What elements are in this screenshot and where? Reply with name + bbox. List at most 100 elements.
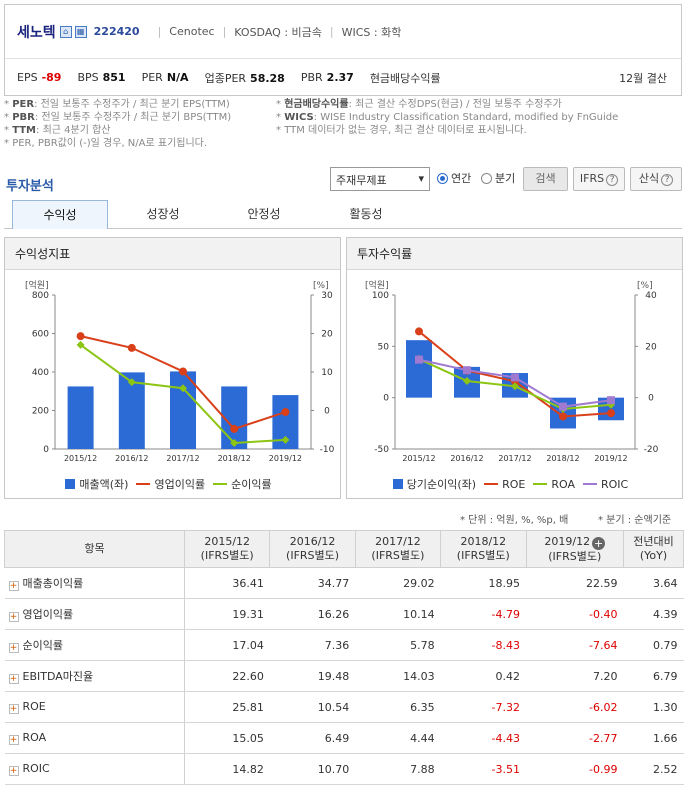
footnotes: * PER: 전일 보통주 수정주가 / 최근 분기 EPS(TTM) * PB… <box>4 98 618 150</box>
table-cell: 7.20 <box>526 660 624 692</box>
bar <box>406 340 432 398</box>
y2-tick-label: -10 <box>320 445 335 455</box>
x-tick-label: 2015/12 <box>402 454 435 463</box>
data-point <box>281 408 290 417</box>
bar-swatch-icon <box>65 479 76 489</box>
right-axis-unit: [%] <box>313 281 329 291</box>
row-label[interactable]: + ROA <box>4 722 185 754</box>
profitability-chart: [억원] [%] 800 600 400 200 0 30 20 10 0 -10 2015/12 201… <box>25 279 335 463</box>
company-name[interactable]: 세노텍 <box>17 24 56 41</box>
statement-select[interactable]: 주재무제표 ▾ <box>330 167 430 191</box>
row-label[interactable]: + 순이익률 <box>4 629 185 661</box>
row-label[interactable]: + ROIC <box>4 753 185 785</box>
data-point <box>415 355 423 364</box>
tab-stability[interactable]: 안정성 <box>247 207 281 221</box>
return-chart: [억원] [%] 100 50 0 -50 40 20 0 -20 2015/12 2016/12 20… <box>365 279 659 463</box>
building-icon[interactable]: ▦ <box>74 25 87 38</box>
row-label[interactable]: + ROE <box>4 691 185 723</box>
radio-quarter[interactable]: 분기 <box>481 167 515 191</box>
table-cell: 4.39 <box>623 598 684 630</box>
data-point <box>127 378 136 387</box>
table-row: + 영업이익률 19.31 16.26 10.14 -4.79 -0.40 4.39 <box>4 598 684 630</box>
table-row: + ROE 25.81 10.54 6.35 -7.32 -6.02 1.30 <box>4 691 684 723</box>
table-row: + ROA 15.05 6.49 4.44 -4.43 -2.77 1.66 <box>4 722 684 754</box>
note-wics: * WICS: WISE Industry Classification Sta… <box>276 112 619 123</box>
table-cell: 22.59 <box>526 567 624 599</box>
row-label[interactable]: + EBITDA마진율 <box>4 660 185 692</box>
metric-pbr: PBR 2.37 <box>300 71 354 84</box>
radio-annual[interactable]: 연간 <box>437 167 471 191</box>
radio-unchecked-icon <box>481 173 492 184</box>
legend-item[interactable]: ROE <box>484 478 525 491</box>
table-cell: 10.14 <box>355 598 441 630</box>
tab-growth[interactable]: 성장성 <box>146 207 180 221</box>
legend-item[interactable]: 순이익률 <box>213 478 272 491</box>
data-point <box>127 343 136 352</box>
tab-profitability[interactable]: 수익성 <box>12 200 108 229</box>
data-point <box>607 396 615 405</box>
x-tick-label: 2018/12 <box>546 454 579 463</box>
metric-industry-per: 업종PER 58.28 <box>204 71 285 85</box>
legend-item[interactable]: ROIC <box>582 478 628 491</box>
table-cell: 10.54 <box>269 691 356 723</box>
col-header-2019[interactable]: 2019/12 + (IFRS별도) <box>525 530 624 568</box>
expand-plus-icon[interactable]: + <box>8 643 19 653</box>
table-cell: 6.35 <box>355 691 441 723</box>
stock-code: 222420 <box>93 25 140 38</box>
left-axis-unit: [억원] <box>25 279 49 291</box>
ifrs-help-button[interactable]: IFRS? <box>573 167 625 191</box>
table-cell: 25.81 <box>184 691 270 723</box>
tab-activity[interactable]: 활동성 <box>349 207 383 221</box>
legend-item[interactable]: ROA <box>533 478 575 491</box>
y-tick-label: 0 <box>43 445 49 455</box>
y-tick-label: 50 <box>378 342 390 352</box>
y2-tick-label: 0 <box>324 407 330 417</box>
data-point <box>179 384 187 393</box>
table-cell: 19.31 <box>184 598 270 630</box>
search-button[interactable]: 검색 <box>523 167 568 191</box>
col-header-2016[interactable]: 2016/12 (IFRS별도) <box>269 530 356 568</box>
col-header-2017[interactable]: 2017/12 (IFRS별도) <box>354 530 442 568</box>
y-tick-label: 200 <box>32 407 49 417</box>
row-label[interactable]: + 매출총이익률 <box>4 567 185 599</box>
legend-item[interactable]: 매출액(좌) <box>65 478 128 491</box>
row-label[interactable]: + 영업이익률 <box>4 598 185 630</box>
expand-plus-icon[interactable]: + <box>8 674 19 684</box>
y-tick-label: 0 <box>383 394 389 404</box>
formula-help-button[interactable]: 산식? <box>630 167 682 191</box>
expand-plus-icon[interactable]: + <box>8 735 19 745</box>
expand-plus-icon[interactable]: + <box>592 536 606 550</box>
table-cell: 1.66 <box>623 722 684 754</box>
table-header-row: 항목 2015/12 (IFRS별도) 2016/12 (IFRS별도) 2017/… <box>4 530 684 568</box>
table-cell: 3.64 <box>623 567 684 599</box>
data-point <box>76 332 85 341</box>
table-cell: 22.60 <box>184 660 270 692</box>
y-tick-label: -50 <box>374 445 389 455</box>
line-swatch-icon <box>533 483 548 485</box>
chart-legend: 당기순이익(좌) ROE ROA ROIC <box>347 476 682 492</box>
chart-legend: 매출액(좌) 영업이익률 순이익률 <box>5 476 340 492</box>
legend-item[interactable]: 영업이익률 <box>136 478 205 491</box>
line-swatch-icon <box>582 483 597 485</box>
table-cell: -3.51 <box>440 753 526 785</box>
home-icon[interactable]: ⌂ <box>59 25 72 38</box>
profitability-chart-panel: 수익성지표 [억원] [%] 800 600 400 200 0 30 20 10 0 -10 2015… <box>4 237 341 499</box>
table-cell: -7.32 <box>440 691 526 723</box>
data-point <box>230 424 239 433</box>
legend-item[interactable]: 당기순이익(좌) <box>392 478 476 491</box>
table-cell: -6.02 <box>526 691 624 723</box>
x-tick-label: 2016/12 <box>450 454 483 463</box>
col-header-yoy: 전년대비 (YoY) <box>623 530 684 568</box>
table-cell: 7.88 <box>355 753 441 785</box>
expand-plus-icon[interactable]: + <box>8 612 19 622</box>
data-point <box>179 367 187 376</box>
note-dividend: * 현금배당수익률: 최근 결산 수정DPS(현금) / 전일 보통주 수정주가 <box>276 99 562 110</box>
col-header-2015[interactable]: 2015/12 (IFRS별도) <box>183 530 271 568</box>
expand-plus-icon[interactable]: + <box>8 704 19 714</box>
table-cell: -2.77 <box>526 722 624 754</box>
english-name: Cenotec <box>169 25 215 38</box>
expand-plus-icon[interactable]: + <box>8 766 19 776</box>
expand-plus-icon[interactable]: + <box>8 581 19 591</box>
table-cell: -4.79 <box>440 598 526 630</box>
col-header-2018[interactable]: 2018/12 (IFRS별도) <box>440 530 527 568</box>
